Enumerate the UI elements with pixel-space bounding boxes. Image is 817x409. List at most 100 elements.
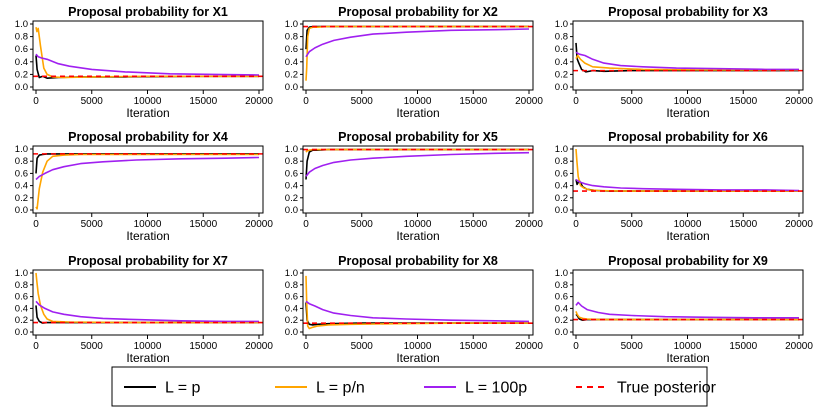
panel-title: Proposal probability for X4 — [68, 130, 228, 144]
series-line-l-p-n — [575, 311, 799, 321]
y-tick-label: 0.6 — [15, 292, 28, 303]
plot-area — [573, 301, 803, 322]
x-tick-label: 10000 — [134, 219, 162, 230]
x-tick-label: 20000 — [245, 219, 273, 230]
y-tick-label: 0.4 — [555, 57, 568, 68]
y-tick-label: 0.6 — [285, 168, 298, 179]
legend-box — [111, 366, 708, 407]
y-tick-label: 0.8 — [285, 32, 298, 43]
x-tick-label: 0 — [303, 341, 309, 352]
x-tick-label: 5000 — [81, 96, 104, 107]
y-tick-label: 1.0 — [555, 19, 568, 30]
y-tick-label: 0.2 — [285, 193, 298, 204]
x-tick-label: 5000 — [621, 96, 644, 107]
x-tick-label: 15000 — [729, 341, 757, 352]
y-tick-label: 0.2 — [15, 69, 28, 80]
x-tick-label: 0 — [303, 96, 309, 107]
y-tick-label: 0.2 — [555, 69, 568, 80]
legend-label-1: L = p — [165, 380, 201, 397]
y-tick-label: 0.8 — [285, 280, 298, 291]
x-tick-label: 0 — [33, 341, 39, 352]
x-tick-label: 5000 — [621, 341, 644, 352]
y-tick-label: 0.0 — [15, 327, 28, 338]
y-tick-label: 0.0 — [555, 205, 568, 216]
x-tick-label: 15000 — [189, 96, 217, 107]
series-line-l-100p — [35, 53, 260, 76]
x-tick-label: 15000 — [189, 219, 217, 230]
x-tick-label: 10000 — [134, 341, 162, 352]
panel-title: Proposal probability for X9 — [608, 254, 768, 268]
panel-title: Proposal probability for X3 — [608, 5, 768, 19]
panel-title: Proposal probability for X1 — [68, 5, 228, 19]
y-tick-label: 0.2 — [285, 315, 298, 326]
x-tick-label: 0 — [303, 219, 309, 230]
y-tick-label: 1.0 — [15, 268, 28, 279]
y-tick-label: 1.0 — [15, 19, 28, 30]
y-tick-label: 0.6 — [285, 292, 298, 303]
panel-8: Proposal probability for X80.00.20.40.60… — [285, 254, 544, 365]
x-tick-label: 10000 — [404, 96, 432, 107]
x-axis-label: Iteration — [396, 351, 439, 365]
series-line-l-100p — [35, 156, 260, 181]
x-tick-label: 5000 — [351, 219, 374, 230]
series-line-l-p-n — [305, 25, 529, 81]
y-tick-label: 0.8 — [555, 156, 568, 167]
x-tick-label: 15000 — [459, 96, 487, 107]
plot-frame — [32, 269, 264, 336]
series-line-l-100p — [575, 178, 800, 192]
series-line-l-p — [575, 42, 799, 73]
panel-1: Proposal probability for X10.00.20.40.60… — [15, 5, 274, 120]
y-tick-label: 0.6 — [555, 168, 568, 179]
y-tick-label: 0.6 — [555, 44, 568, 55]
x-axis-label: Iteration — [666, 106, 709, 120]
y-tick-label: 0.2 — [15, 315, 28, 326]
panel-9: Proposal probability for X90.00.20.40.60… — [555, 254, 814, 365]
panel-2: Proposal probability for X20.00.20.40.60… — [285, 5, 544, 120]
y-tick-label: 1.0 — [555, 144, 568, 155]
panel-title: Proposal probability for X7 — [68, 254, 228, 268]
y-tick-label: 0.8 — [15, 32, 28, 43]
x-tick-label: 5000 — [351, 341, 374, 352]
y-tick-label: 0.0 — [285, 205, 298, 216]
plot-area — [303, 275, 533, 330]
x-tick-label: 15000 — [189, 341, 217, 352]
y-tick-label: 1.0 — [285, 268, 298, 279]
y-tick-label: 0.4 — [285, 303, 298, 314]
x-tick-label: 0 — [33, 96, 39, 107]
y-tick-label: 0.4 — [15, 303, 28, 314]
plot-frame — [572, 269, 804, 336]
legend-label-3: L = 100p — [465, 380, 527, 397]
panel-title: Proposal probability for X2 — [338, 5, 498, 19]
x-tick-label: 15000 — [459, 219, 487, 230]
y-tick-label: 0.2 — [15, 193, 28, 204]
panel-title: Proposal probability for X8 — [338, 254, 498, 268]
x-tick-label: 10000 — [674, 96, 702, 107]
plot-area — [303, 148, 533, 180]
x-axis-label: Iteration — [126, 351, 169, 365]
y-tick-label: 0.6 — [285, 44, 298, 55]
x-tick-label: 10000 — [674, 341, 702, 352]
y-tick-label: 0.6 — [15, 44, 28, 55]
y-tick-label: 0.2 — [555, 315, 568, 326]
x-axis-label: Iteration — [396, 106, 439, 120]
x-tick-label: 10000 — [404, 219, 432, 230]
plot-area — [33, 153, 263, 210]
plot-frame — [572, 145, 804, 214]
y-tick-label: 0.6 — [15, 168, 28, 179]
x-tick-label: 15000 — [729, 96, 757, 107]
y-tick-label: 0.8 — [15, 280, 28, 291]
plot-area — [573, 148, 803, 192]
x-tick-label: 15000 — [729, 219, 757, 230]
y-tick-label: 1.0 — [15, 144, 28, 155]
plot-area — [33, 27, 263, 79]
x-axis-label: Iteration — [666, 229, 709, 243]
y-tick-label: 0.4 — [555, 181, 568, 192]
x-axis-label: Iteration — [396, 229, 439, 243]
panel-6: Proposal probability for X60.00.20.40.60… — [555, 130, 814, 243]
x-tick-label: 20000 — [785, 341, 813, 352]
panel-3: Proposal probability for X30.00.20.40.60… — [555, 5, 814, 120]
y-tick-label: 0.4 — [285, 57, 298, 68]
y-tick-label: 1.0 — [555, 268, 568, 279]
y-tick-label: 0.0 — [15, 82, 28, 93]
x-tick-label: 5000 — [81, 219, 104, 230]
